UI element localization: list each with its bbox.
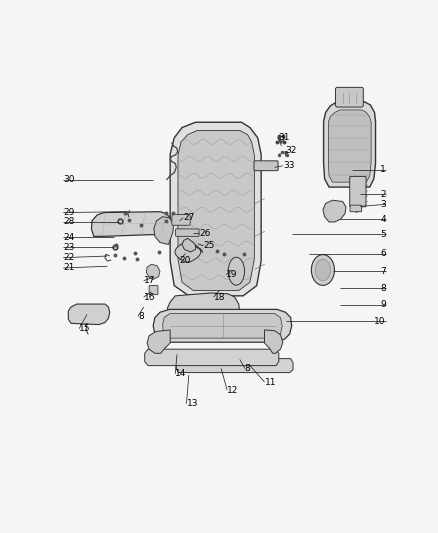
Text: 24: 24 — [63, 232, 74, 241]
Polygon shape — [265, 330, 283, 353]
Text: 29: 29 — [63, 208, 74, 217]
Text: 7: 7 — [380, 266, 386, 276]
Polygon shape — [147, 330, 170, 353]
Text: 9: 9 — [380, 301, 386, 309]
Text: 1: 1 — [380, 165, 386, 174]
Text: 8: 8 — [245, 364, 251, 373]
Text: 5: 5 — [380, 230, 386, 239]
Text: 4: 4 — [380, 215, 386, 224]
Polygon shape — [145, 349, 279, 366]
Text: 21: 21 — [63, 263, 74, 272]
Text: 6: 6 — [380, 249, 386, 258]
Polygon shape — [328, 110, 371, 182]
Text: 26: 26 — [199, 229, 210, 238]
Polygon shape — [170, 122, 261, 296]
Polygon shape — [182, 238, 196, 252]
Ellipse shape — [228, 257, 244, 285]
Polygon shape — [154, 216, 173, 245]
FancyBboxPatch shape — [350, 205, 362, 212]
FancyBboxPatch shape — [172, 215, 190, 225]
Text: 11: 11 — [265, 377, 276, 386]
FancyBboxPatch shape — [149, 286, 158, 295]
Text: 8: 8 — [138, 312, 144, 321]
Polygon shape — [178, 131, 254, 290]
Text: 16: 16 — [144, 293, 155, 302]
FancyBboxPatch shape — [350, 176, 366, 207]
Polygon shape — [167, 293, 240, 322]
FancyBboxPatch shape — [336, 87, 363, 107]
Polygon shape — [176, 359, 293, 373]
Text: 14: 14 — [175, 369, 187, 378]
Text: 18: 18 — [214, 293, 225, 302]
Polygon shape — [323, 200, 346, 222]
Text: 2: 2 — [380, 190, 386, 199]
Text: 12: 12 — [227, 386, 239, 395]
Text: 25: 25 — [203, 241, 215, 251]
Text: 20: 20 — [180, 256, 191, 265]
Text: 28: 28 — [63, 217, 74, 227]
Polygon shape — [175, 241, 201, 262]
FancyBboxPatch shape — [176, 229, 199, 236]
Text: 33: 33 — [283, 161, 294, 170]
Text: 3: 3 — [380, 200, 386, 209]
Text: 10: 10 — [374, 317, 386, 326]
Text: 22: 22 — [63, 253, 74, 262]
Text: 23: 23 — [63, 243, 74, 252]
Polygon shape — [162, 313, 282, 338]
Polygon shape — [324, 102, 375, 187]
Text: 13: 13 — [187, 399, 198, 408]
Ellipse shape — [311, 255, 335, 285]
Text: 15: 15 — [79, 324, 91, 333]
Polygon shape — [153, 309, 292, 342]
Text: 8: 8 — [380, 284, 386, 293]
Polygon shape — [146, 264, 160, 279]
Text: 32: 32 — [285, 147, 296, 156]
Text: 27: 27 — [183, 213, 194, 222]
Text: 31: 31 — [278, 133, 290, 142]
Text: 30: 30 — [63, 175, 75, 184]
Ellipse shape — [315, 260, 331, 281]
Polygon shape — [92, 212, 171, 236]
Polygon shape — [68, 304, 110, 325]
Text: 19: 19 — [226, 270, 238, 279]
FancyBboxPatch shape — [254, 161, 278, 171]
Text: 17: 17 — [144, 276, 155, 285]
